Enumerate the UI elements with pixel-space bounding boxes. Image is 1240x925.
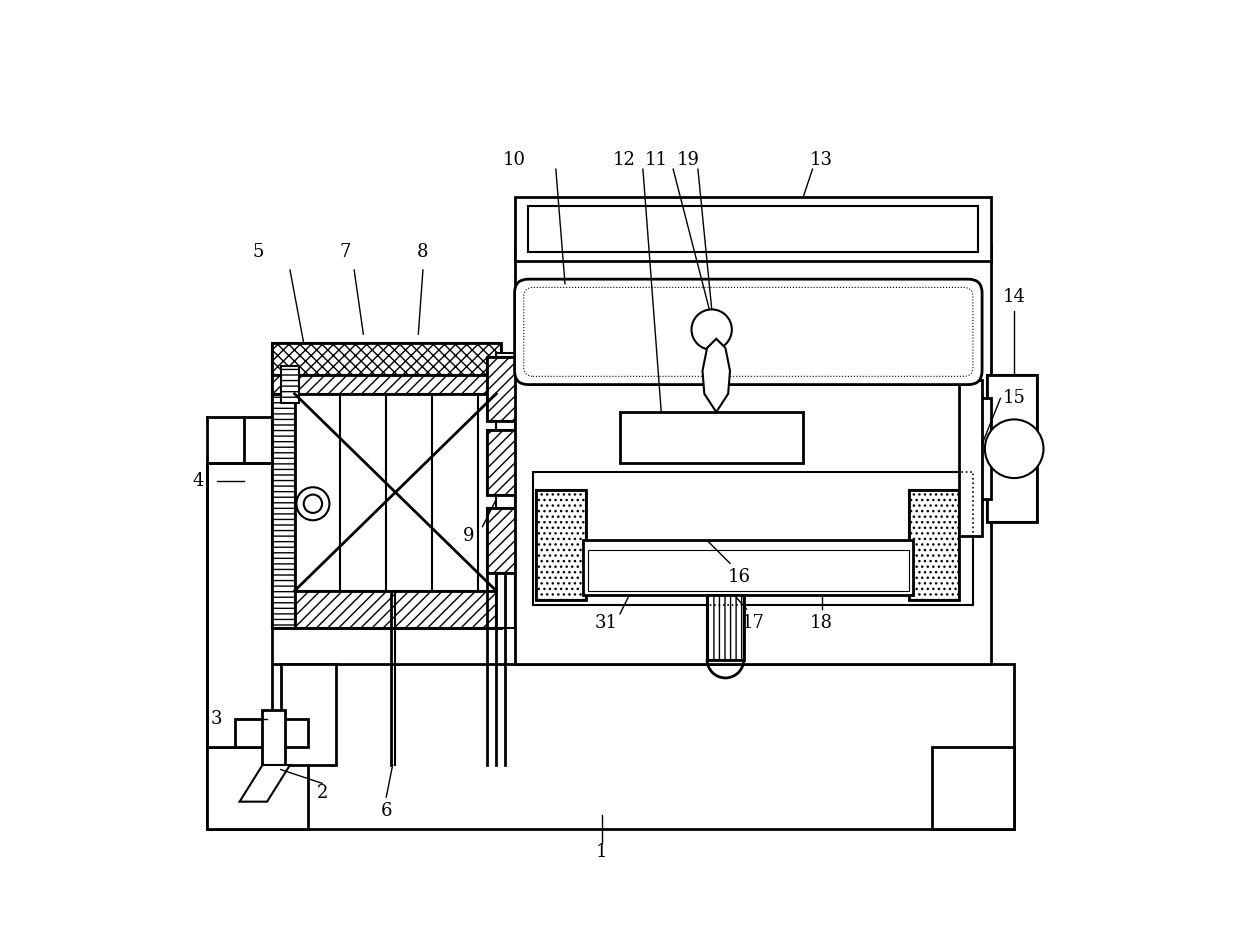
Text: 8: 8 (417, 242, 429, 261)
Circle shape (296, 487, 330, 520)
Bar (272, 394, 295, 627)
Bar (487, 509, 523, 573)
Text: 3: 3 (211, 710, 222, 728)
Text: 13: 13 (810, 151, 833, 169)
Bar (272, 591, 501, 627)
Bar (528, 206, 977, 252)
Bar (987, 376, 1037, 522)
FancyBboxPatch shape (515, 279, 982, 385)
Bar (272, 343, 501, 376)
Bar (272, 357, 501, 394)
Bar (909, 490, 960, 600)
Text: 12: 12 (613, 151, 636, 169)
Text: 9: 9 (463, 527, 475, 545)
Bar (588, 549, 909, 591)
Bar (487, 430, 523, 495)
Bar (487, 357, 523, 421)
Bar (207, 746, 309, 829)
Bar (931, 746, 1014, 829)
Text: 4: 4 (192, 472, 205, 490)
Text: 10: 10 (503, 151, 526, 169)
Polygon shape (207, 462, 272, 746)
Text: 5: 5 (252, 242, 264, 261)
Bar (280, 366, 299, 403)
Bar (707, 596, 744, 660)
Bar (272, 394, 295, 627)
Text: 1: 1 (596, 843, 608, 861)
Bar (515, 197, 991, 261)
Bar (620, 412, 804, 462)
Bar (272, 380, 501, 627)
Text: 17: 17 (742, 614, 764, 632)
Text: 6: 6 (381, 802, 392, 820)
Bar (536, 490, 587, 600)
Text: 31: 31 (595, 614, 618, 632)
Bar (515, 242, 991, 664)
Bar (496, 352, 515, 627)
Bar (272, 591, 501, 627)
Bar (963, 399, 991, 500)
Bar (272, 357, 501, 394)
Circle shape (304, 495, 322, 513)
Bar (909, 490, 960, 600)
Bar (280, 664, 336, 765)
Text: 2: 2 (316, 783, 327, 801)
Circle shape (692, 310, 732, 350)
Bar (536, 490, 587, 600)
Text: 7: 7 (340, 242, 351, 261)
Polygon shape (703, 339, 730, 412)
Text: 15: 15 (1003, 389, 1025, 407)
Bar (960, 380, 982, 536)
Bar (487, 357, 523, 421)
Text: 19: 19 (677, 151, 701, 169)
Bar (487, 430, 523, 495)
Text: 14: 14 (1003, 289, 1025, 306)
Bar (487, 509, 523, 573)
Bar (987, 376, 1037, 522)
Text: 11: 11 (645, 151, 668, 169)
Bar (272, 343, 501, 376)
Bar (236, 719, 309, 746)
Bar (707, 596, 744, 660)
Text: 18: 18 (810, 614, 833, 632)
Text: 16: 16 (728, 568, 750, 586)
Bar (207, 664, 1014, 829)
Bar (583, 540, 914, 596)
Bar (533, 472, 973, 605)
Bar (263, 710, 285, 765)
Circle shape (985, 419, 1044, 478)
Polygon shape (239, 765, 290, 802)
